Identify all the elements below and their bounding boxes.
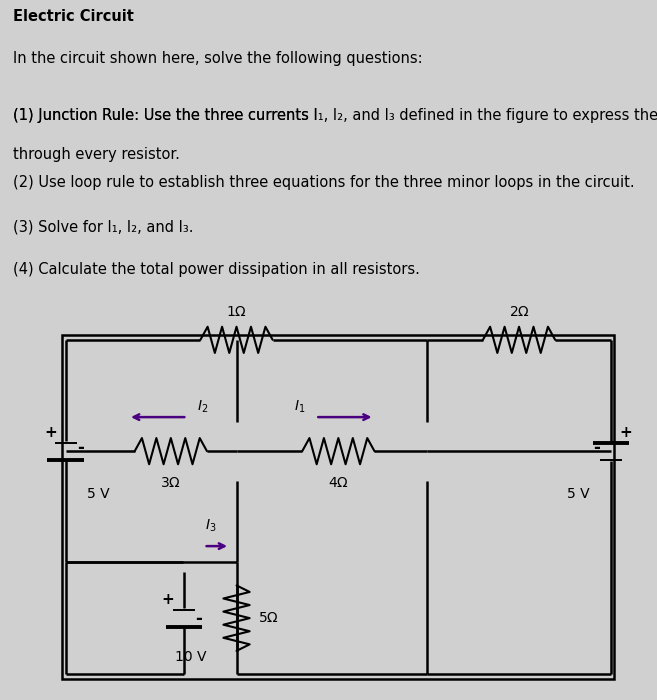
Text: 5 V: 5 V — [567, 486, 589, 500]
Text: -: - — [593, 439, 600, 457]
Text: 4$\Omega$: 4$\Omega$ — [328, 476, 349, 490]
Text: 10 V: 10 V — [175, 650, 206, 664]
Text: (3) Solve for I₁, I₂, and I₃.: (3) Solve for I₁, I₂, and I₃. — [13, 220, 194, 235]
Text: +: + — [45, 426, 58, 440]
Text: through every resistor.: through every resistor. — [13, 148, 180, 162]
Text: $I_3$: $I_3$ — [204, 518, 216, 534]
Text: (1) Junction Rule: Use the three currents I₁, I₂, and I₃ defined in the figure t: (1) Junction Rule: Use the three current… — [13, 108, 657, 123]
Text: $I_1$: $I_1$ — [294, 399, 306, 415]
Text: (4) Calculate the total power dissipation in all resistors.: (4) Calculate the total power dissipatio… — [13, 262, 420, 277]
Text: 5 V: 5 V — [87, 486, 110, 500]
Text: -: - — [77, 439, 83, 457]
Text: +: + — [161, 592, 174, 608]
Text: 1$\Omega$: 1$\Omega$ — [226, 305, 247, 319]
Text: 5$\Omega$: 5$\Omega$ — [258, 611, 279, 625]
Text: (1) Junction Rule: Use the three currents I: (1) Junction Rule: Use the three current… — [13, 108, 318, 123]
Bar — [62, 335, 614, 679]
Text: Electric Circuit: Electric Circuit — [13, 9, 134, 24]
Text: $I_2$: $I_2$ — [197, 399, 208, 415]
Text: (2) Use loop rule to establish three equations for the three minor loops in the : (2) Use loop rule to establish three equ… — [13, 174, 635, 190]
Text: In the circuit shown here, solve the following questions:: In the circuit shown here, solve the fol… — [13, 51, 422, 66]
Text: 3$\Omega$: 3$\Omega$ — [160, 476, 181, 490]
Text: -: - — [195, 610, 202, 629]
Text: +: + — [619, 426, 632, 440]
Text: 2$\Omega$: 2$\Omega$ — [509, 305, 530, 319]
